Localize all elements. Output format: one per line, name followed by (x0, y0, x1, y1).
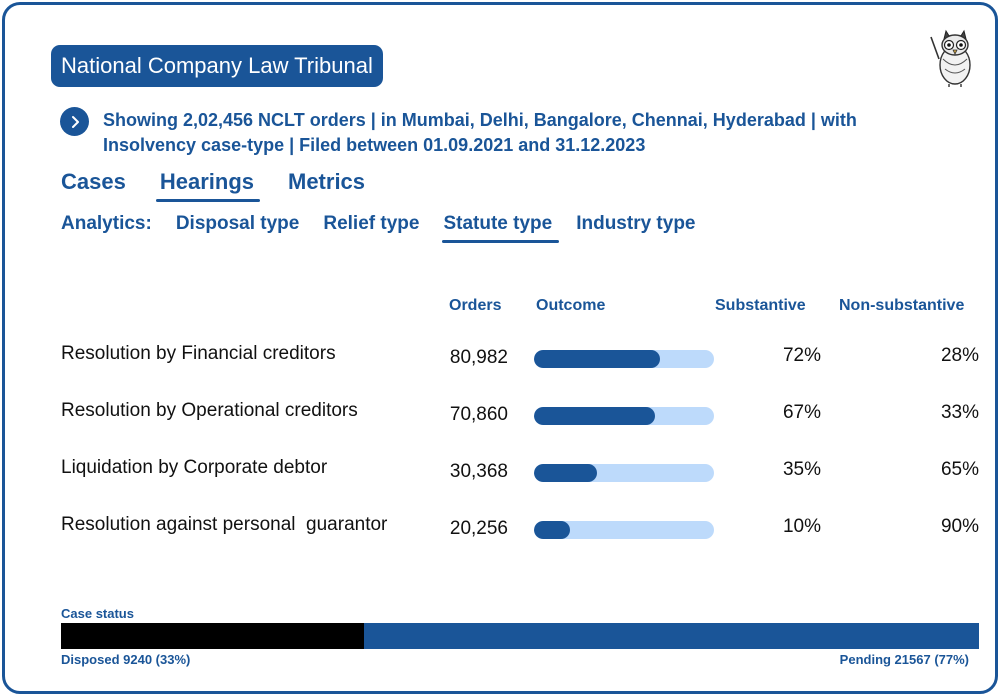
row-non-substantive: 90% (940, 516, 979, 537)
tab-cases[interactable]: Cases (61, 169, 126, 194)
table-row: Resolution by Operational creditors 70,8… (5, 399, 1000, 429)
outcome-bar-fill (534, 464, 597, 482)
tab-industry-type[interactable]: Industry type (576, 213, 696, 234)
outcome-bar-fill (534, 407, 655, 425)
row-label: Liquidation by Corporate debtor (61, 457, 328, 478)
pending-label: Pending 21567 (77%) (839, 652, 969, 667)
outcome-bar-fill (534, 350, 660, 368)
row-substantive: 10% (782, 516, 821, 537)
tab-metrics[interactable]: Metrics (288, 169, 366, 194)
disposed-label: Disposed 9240 (33%) (61, 652, 191, 667)
table-row: Resolution by Financial creditors 80,982… (5, 342, 1000, 372)
tab-relief-type[interactable]: Relief type (323, 213, 420, 234)
tab-statute-type[interactable]: Statute type (442, 213, 559, 243)
outcome-bar (534, 521, 714, 539)
row-non-substantive: 28% (940, 345, 979, 366)
header-non-substantive: Non-substantive (839, 297, 965, 314)
case-status-disposed-fill (61, 623, 364, 649)
case-status-title: Case status (61, 606, 134, 621)
tab-disposal-type[interactable]: Disposal type (175, 213, 300, 234)
chevron-right-icon[interactable] (60, 107, 89, 136)
analytics-label: Analytics: (61, 213, 152, 234)
header-substantive: Substantive (715, 297, 806, 314)
analytics-tabs: Analytics: Disposal type Relief type Sta… (61, 211, 720, 243)
header-orders: Orders (449, 297, 502, 314)
row-substantive: 72% (782, 345, 821, 366)
main-tabs: Cases Hearings Metrics (61, 168, 399, 202)
case-status-bar (61, 623, 979, 649)
header-outcome: Outcome (536, 297, 606, 314)
outcome-bar (534, 350, 714, 368)
filter-summary: Showing 2,02,456 NCLT orders | in Mumbai… (103, 110, 857, 155)
row-label: Resolution against personal guarantor (61, 514, 388, 535)
row-orders: 30,368 (449, 461, 508, 482)
tab-hearings[interactable]: Hearings (155, 169, 261, 202)
row-substantive: 67% (782, 402, 821, 423)
page-title: National Company Law Tribunal (51, 45, 383, 87)
owl-mascot-icon (930, 29, 971, 87)
row-label: Resolution by Financial creditors (61, 343, 336, 364)
row-non-substantive: 33% (940, 402, 979, 423)
row-substantive: 35% (782, 459, 821, 480)
outcome-bar-fill (534, 521, 570, 539)
outcome-bar (534, 407, 714, 425)
table-row: Liquidation by Corporate debtor 30,368 3… (5, 456, 1000, 486)
row-orders: 20,256 (449, 518, 508, 539)
outcome-bar (534, 464, 714, 482)
table-row: Resolution against personal guarantor 20… (5, 513, 1000, 543)
row-label: Resolution by Operational creditors (61, 400, 358, 421)
row-orders: 70,860 (449, 404, 508, 425)
row-non-substantive: 65% (940, 459, 979, 480)
row-orders: 80,982 (449, 347, 508, 368)
